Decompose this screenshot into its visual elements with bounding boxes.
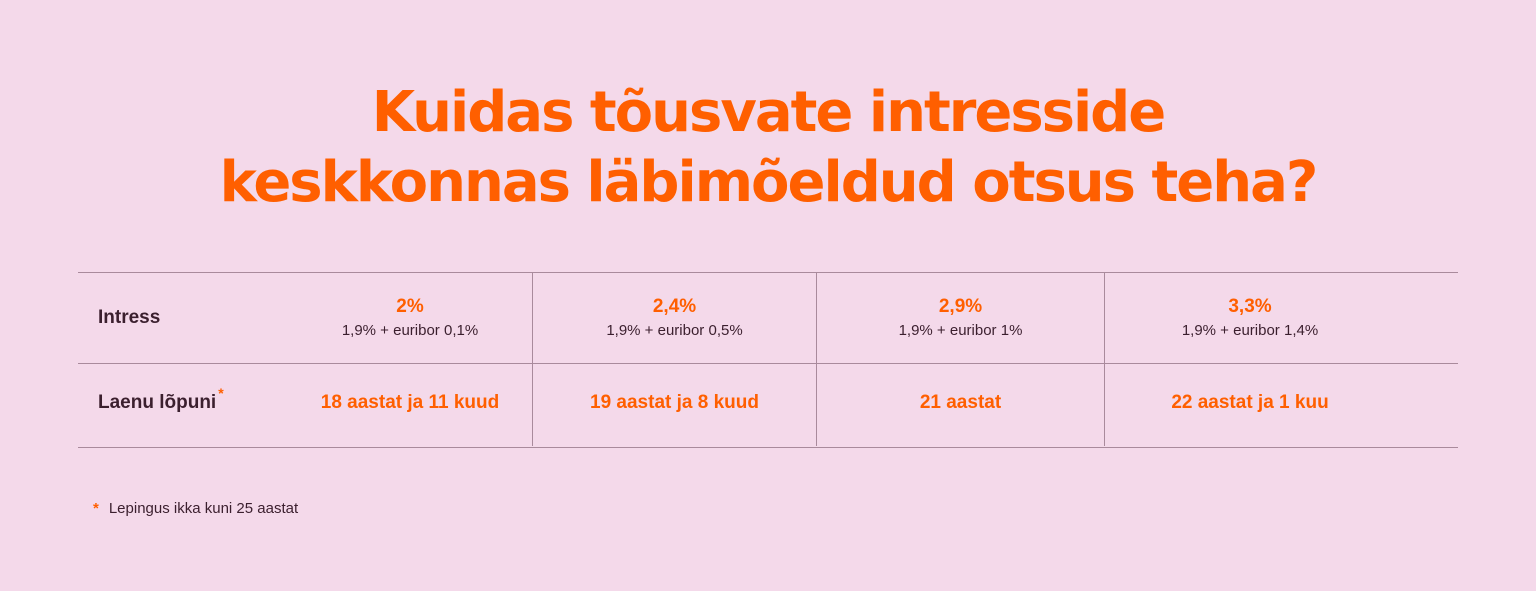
row-label-interest: Intress [98,307,161,328]
interest-rate: 2% [396,296,424,317]
footnote-marker: * [218,385,224,401]
interest-formula: 1,9% + euribor 0,5% [606,322,743,339]
footnote-marker: * [93,500,99,517]
page-title: Kuidas tõusvate intresside keskkonnas lä… [0,78,1536,218]
loan-end-cell: 19 aastat ja 8 kuud [533,364,816,446]
interest-rate: 2,9% [938,296,983,317]
interest-cell: 2,4% 1,9% + euribor 0,5% [533,273,816,363]
column-divider [532,273,533,446]
interest-formula: 1,9% + euribor 1% [898,322,1023,339]
column-divider [1104,273,1105,446]
interest-comparison-table: Intress 2% 1,9% + euribor 0,1% 2,4% 1,9%… [78,272,1458,448]
interest-rate: 3,3% [1228,296,1272,317]
table-row-loan-end: Laenu lõpuni * 18 aastat ja 11 kuud 19 aa… [78,364,1458,446]
footnote: * Lepingus ikka kuni 25 aastat [93,500,298,517]
loan-end-value: 22 aastat ja 1 kuu [1171,392,1329,413]
interest-formula: 1,9% + euribor 0,1% [341,322,479,339]
row-label-loan-end-text: Laenu lõpuni [98,392,217,413]
loan-end-cell: 18 aastat ja 11 kuud [288,364,532,446]
interest-cell: 3,3% 1,9% + euribor 1,4% [1105,273,1395,363]
interest-cell: 2,9% 1,9% + euribor 1% [817,273,1104,363]
footnote-text: Lepingus ikka kuni 25 aastat [108,500,299,517]
loan-end-cell: 21 aastat [817,364,1104,446]
loan-end-value: 19 aastat ja 8 kuud [590,392,759,413]
interest-formula: 1,9% + euribor 1,4% [1181,322,1319,339]
loan-end-cell: 22 aastat ja 1 kuu [1105,364,1395,446]
interest-cell: 2% 1,9% + euribor 0,1% [288,273,532,363]
table-row-interest: Intress 2% 1,9% + euribor 0,1% 2,4% 1,9%… [78,273,1458,364]
column-divider [816,273,817,446]
page-title-line-1: Kuidas tõusvate intresside [371,80,1167,145]
loan-end-value: 18 aastat ja 11 kuud [320,392,500,413]
interest-rate: 2,4% [652,296,697,317]
loan-end-value: 21 aastat [919,392,1002,413]
row-label-loan-end: Laenu lõpuni * [98,385,224,414]
page-title-line-2: keskkonnas läbimõeldud otsus teha? [219,150,1319,215]
